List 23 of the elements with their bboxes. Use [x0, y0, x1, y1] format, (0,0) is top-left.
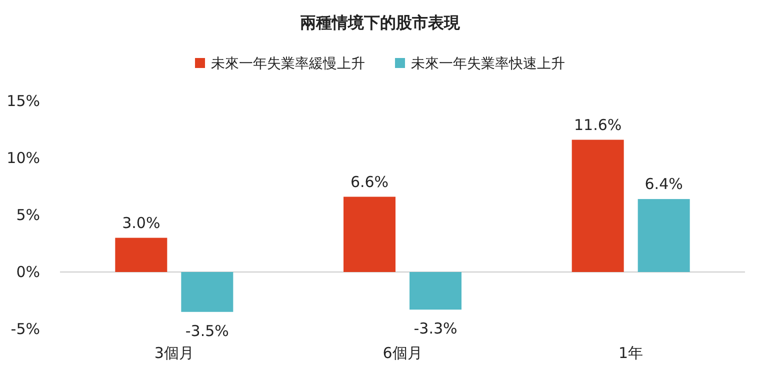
- y-tick-label: 0%: [16, 263, 40, 281]
- y-tick-label: 5%: [16, 206, 40, 224]
- data-label: 6.6%: [350, 172, 389, 191]
- y-tick-label: -5%: [10, 320, 40, 338]
- y-tick-label: 10%: [6, 149, 40, 167]
- data-label: 11.6%: [574, 116, 622, 134]
- x-tick-label: 1年: [618, 344, 644, 362]
- data-label: 6.4%: [644, 175, 683, 194]
- bar: [572, 140, 624, 272]
- legend-label: 未來一年失業率緩慢上升: [211, 56, 365, 72]
- chart-title: 兩種情境下的股市表現: [300, 13, 461, 32]
- bar: [181, 272, 234, 312]
- y-tick-label: 15%: [6, 92, 40, 110]
- x-tick-label: 6個月: [382, 344, 422, 362]
- x-tick-label: 3個月: [154, 344, 194, 362]
- bar: [410, 272, 462, 310]
- bar: [115, 238, 168, 272]
- bar: [344, 196, 396, 272]
- bar: [638, 199, 690, 272]
- data-label: -3.3%: [414, 320, 458, 338]
- data-label: 3.0%: [122, 214, 160, 232]
- legend-label: 未來一年失業率快速上升: [411, 56, 565, 72]
- data-label: -3.5%: [185, 322, 229, 340]
